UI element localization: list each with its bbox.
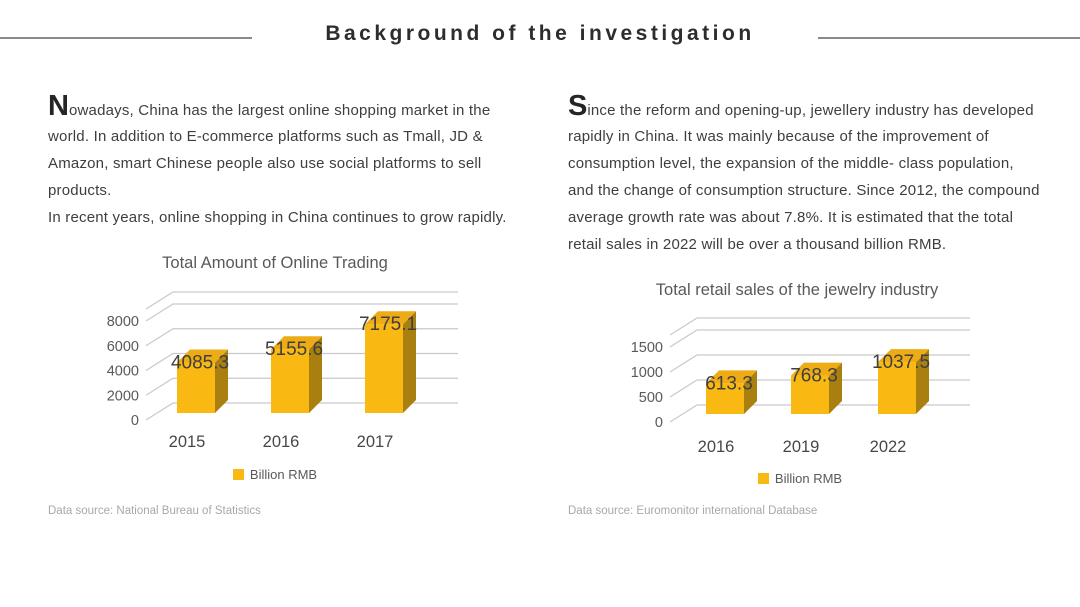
- left-paragraph: Nowadays, China has the largest online s…: [48, 90, 518, 231]
- paragraph-line: consumption level, the expansion of the …: [568, 155, 1014, 172]
- paragraph-line: Since the reform and opening-up, jewelle…: [568, 90, 1034, 123]
- paragraph-line: In recent years, online shopping in Chin…: [48, 209, 507, 226]
- bar-2017: [365, 324, 403, 413]
- header-divider-right: [818, 37, 1080, 39]
- jewelry-sales-chart: 0 500 1000 1500 613.3 768.3 1037.5 2016 2019 2022: [631, 317, 970, 456]
- bar-top-face: [706, 370, 757, 384]
- header-divider-left: [0, 37, 252, 39]
- gridline: [145, 377, 458, 396]
- drop-cap: N: [48, 90, 69, 122]
- bar-side-face: [916, 349, 929, 414]
- online-trading-chart-legend: Billion RMB: [70, 467, 480, 482]
- gridline: [145, 328, 458, 347]
- gridline: [145, 402, 458, 421]
- gridline: [669, 354, 970, 373]
- x-category-label: 2017: [357, 433, 394, 451]
- jewelry-sales-chart-title: Total retail sales of the jewelry indust…: [655, 281, 939, 299]
- y-tick-label: 0: [655, 415, 663, 431]
- bar-top-face: [271, 336, 322, 350]
- legend-swatch-icon: [757, 473, 769, 484]
- paragraph-text: owadays, China has the largest online sh…: [68, 102, 491, 119]
- y-tick-label: 4000: [107, 364, 139, 380]
- y-tick-label: 1500: [631, 340, 663, 356]
- plot-area-top-edge: [145, 291, 458, 310]
- paragraph-line: and the change of consumption structure.…: [568, 182, 1040, 199]
- y-tick-label: 2000: [107, 388, 139, 404]
- bar-side-face: [215, 349, 228, 413]
- paragraph-text: ince the reform and opening-up, jeweller…: [587, 102, 1034, 119]
- data-label: 1037.5: [872, 352, 930, 373]
- bar-top-face: [791, 362, 842, 376]
- right-paragraph: Since the reform and opening-up, jewelle…: [568, 90, 1040, 258]
- x-category-label: 2016: [698, 438, 735, 456]
- paragraph-line: world. In addition to E-commerce platfor…: [48, 128, 483, 145]
- legend-label: Billion RMB: [774, 471, 843, 486]
- data-source-right: Data source: Euromonitor international D…: [568, 505, 818, 517]
- online-trading-chart: 0 2000 4000 6000 8000 4085.3 5155.6 7175.1 2015 2…: [107, 291, 458, 451]
- data-label: 613.3: [705, 373, 753, 394]
- y-tick-label: 6000: [107, 339, 139, 355]
- drop-cap: S: [568, 90, 588, 122]
- bar-side-face: [403, 311, 416, 413]
- legend-label: Billion RMB: [249, 467, 318, 482]
- bar-top-face: [365, 311, 416, 325]
- paragraph-line: products.: [48, 182, 112, 199]
- bar-side-face: [309, 336, 322, 413]
- paragraph-line: Amazon, smart Chinese people also use so…: [48, 155, 482, 172]
- bar-2019: [791, 375, 829, 414]
- jewelry-sales-chart-legend: Billion RMB: [590, 471, 1010, 486]
- bar-2016: [706, 383, 744, 414]
- bar-top-face: [177, 349, 228, 363]
- bar-side-face: [744, 370, 757, 414]
- gridline: [145, 303, 458, 322]
- x-category-label: 2019: [783, 438, 820, 456]
- legend-swatch-icon: [232, 469, 244, 480]
- gridline: [145, 352, 458, 372]
- y-tick-label: 1000: [631, 365, 663, 381]
- data-source-left: Data source: National Bureau of Statisti…: [48, 505, 261, 517]
- y-tick-label: 8000: [107, 314, 139, 330]
- data-label: 768.3: [790, 366, 838, 387]
- bar-2022: [878, 362, 916, 414]
- bar-2015: [177, 362, 215, 413]
- y-tick-label: 500: [639, 390, 663, 406]
- x-category-label: 2016: [263, 433, 300, 451]
- paragraph-line: average growth rate was about 7.8%. It i…: [568, 209, 1014, 226]
- paragraph-line: rapidly in China. It was mainly because …: [568, 128, 989, 145]
- x-category-label: 2015: [169, 433, 206, 451]
- x-category-label: 2022: [870, 438, 907, 456]
- bar-top-face: [878, 349, 929, 363]
- paragraph-line: Nowadays, China has the largest online s…: [48, 90, 518, 123]
- y-tick-label: 0: [131, 413, 139, 429]
- online-trading-chart-title: Total Amount of Online Trading: [162, 254, 388, 272]
- paragraph-line: retail sales in 2022 will be over a thou…: [568, 236, 947, 253]
- data-label: 5155.6: [265, 339, 323, 360]
- gridline: [669, 329, 970, 348]
- page-title: Background of the investigation: [325, 22, 755, 45]
- plot-area-top-edge: [669, 317, 970, 336]
- bar-2016: [271, 349, 309, 413]
- bar-side-face: [829, 362, 842, 414]
- data-label: 4085.3: [171, 352, 229, 373]
- data-label: 7175.1: [359, 314, 417, 335]
